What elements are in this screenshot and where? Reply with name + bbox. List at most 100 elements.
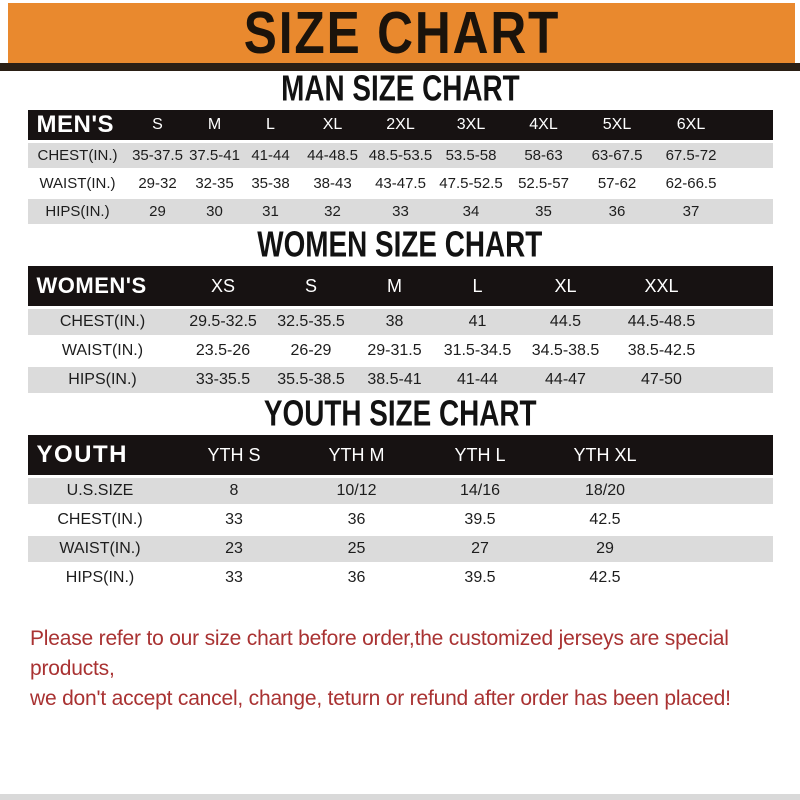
filler-cell — [728, 171, 773, 196]
value-cell: 58-63 — [506, 143, 581, 168]
size-column-header: M — [187, 110, 242, 140]
disclaimer: Please refer to our size chart before or… — [30, 624, 772, 714]
value-cell: 52.5-57 — [506, 171, 581, 196]
size-column-header: 3XL — [435, 110, 507, 140]
disclaimer-line-1: Please refer to our size chart before or… — [30, 627, 729, 680]
value-cell: 35-37.5 — [127, 143, 188, 168]
value-cell: 67.5-72 — [653, 143, 729, 168]
filler-cell — [667, 435, 773, 475]
size-column-header: 4XL — [506, 110, 581, 140]
filler-cell — [711, 266, 773, 306]
value-cell: 35.5-38.5 — [268, 367, 354, 393]
measurement-row: CHEST(IN.) 33 36 39.5 42.5 — [27, 507, 773, 533]
filler-cell — [711, 338, 773, 364]
value-cell: 63-67.5 — [580, 143, 654, 168]
value-cell: 33 — [172, 507, 296, 533]
value-cell: 29-31.5 — [353, 338, 436, 364]
table-group-label: MEN'S — [27, 110, 128, 140]
banner: SIZE CHART — [8, 0, 795, 66]
value-cell: 32.5-35.5 — [268, 309, 354, 335]
value-cell: 29 — [127, 199, 188, 224]
size-header-row: MEN'S S M L XL 2XL 3XL 4XL 5XL 6XL — [27, 110, 773, 140]
row-label: HIPS(IN.) — [27, 367, 178, 393]
value-cell: 48.5-53.5 — [365, 143, 436, 168]
value-cell: 37 — [653, 199, 729, 224]
youth-size-table: YOUTH YTH S YTH M YTH L YTH XL U.S.SIZE 8 10/12… — [27, 432, 773, 594]
value-cell: 44-47 — [519, 367, 612, 393]
filler-cell — [667, 478, 773, 504]
value-cell: 31 — [241, 199, 300, 224]
value-cell: 36 — [295, 507, 418, 533]
value-cell: 42.5 — [542, 507, 668, 533]
bottom-edge-strip — [0, 794, 800, 800]
section-women: WOMEN SIZE CHART WOMEN'S XS S M L XL XXL CHEST(… — [0, 226, 800, 396]
value-cell: 37.5-41 — [187, 143, 242, 168]
value-cell: 44-48.5 — [299, 143, 366, 168]
value-cell: 47.5-52.5 — [435, 171, 507, 196]
size-column-header: S — [127, 110, 188, 140]
value-cell: 32-35 — [187, 171, 242, 196]
page-title: SIZE CHART — [243, 0, 560, 66]
row-label: WAIST(IN.) — [27, 338, 178, 364]
value-cell: 8 — [172, 478, 296, 504]
table-group-label: YOUTH — [27, 435, 173, 475]
value-cell: 25 — [295, 536, 418, 562]
filler-cell — [667, 507, 773, 533]
row-label: CHEST(IN.) — [27, 309, 178, 335]
value-cell: 29 — [542, 536, 668, 562]
value-cell: 62-66.5 — [653, 171, 729, 196]
size-column-header: YTH S — [172, 435, 296, 475]
value-cell: 23.5-26 — [177, 338, 269, 364]
size-column-header: XL — [299, 110, 366, 140]
size-header-row: WOMEN'S XS S M L XL XXL — [27, 266, 773, 306]
size-column-header: YTH L — [417, 435, 543, 475]
value-cell: 43-47.5 — [365, 171, 436, 196]
row-label: CHEST(IN.) — [27, 143, 128, 168]
row-label: HIPS(IN.) — [27, 199, 128, 224]
size-column-header: XXL — [611, 266, 712, 306]
value-cell: 44.5 — [519, 309, 612, 335]
value-cell: 39.5 — [417, 507, 543, 533]
value-cell: 26-29 — [268, 338, 354, 364]
measurement-row: HIPS(IN.) 33 36 39.5 42.5 — [27, 565, 773, 591]
value-cell: 30 — [187, 199, 242, 224]
value-cell: 35 — [506, 199, 581, 224]
filler-cell — [711, 309, 773, 335]
size-column-header: L — [241, 110, 300, 140]
value-cell: 36 — [295, 565, 418, 591]
filler-cell — [728, 110, 773, 140]
row-label: WAIST(IN.) — [27, 536, 173, 562]
filler-cell — [667, 565, 773, 591]
value-cell: 38 — [353, 309, 436, 335]
value-cell: 29.5-32.5 — [177, 309, 269, 335]
filler-cell — [728, 143, 773, 168]
size-column-header: 6XL — [653, 110, 729, 140]
value-cell: 38-43 — [299, 171, 366, 196]
measurement-row: U.S.SIZE 8 10/12 14/16 18/20 — [27, 478, 773, 504]
value-cell: 39.5 — [417, 565, 543, 591]
value-cell: 23 — [172, 536, 296, 562]
value-cell: 41 — [435, 309, 520, 335]
size-column-header: YTH M — [295, 435, 418, 475]
value-cell: 34.5-38.5 — [519, 338, 612, 364]
size-header-row: YOUTH YTH S YTH M YTH L YTH XL — [27, 435, 773, 475]
row-label: HIPS(IN.) — [27, 565, 173, 591]
size-column-header: S — [268, 266, 354, 306]
size-column-header: 5XL — [580, 110, 654, 140]
measurement-row: CHEST(IN.) 29.5-32.5 32.5-35.5 38 41 44.5 44.5… — [27, 309, 773, 335]
value-cell: 41-44 — [241, 143, 300, 168]
section-youth: YOUTH SIZE CHART YOUTH YTH S YTH M YTH L YTH… — [0, 395, 800, 594]
women-size-table: WOMEN'S XS S M L XL XXL CHEST(IN.) 29.5-32.5 32.5… — [27, 263, 773, 396]
filler-cell — [728, 199, 773, 224]
measurement-row: WAIST(IN.) 29-32 32-35 35-38 38-43 43-47.5 47.… — [27, 171, 773, 196]
value-cell: 42.5 — [542, 565, 668, 591]
value-cell: 47-50 — [611, 367, 712, 393]
row-label: WAIST(IN.) — [27, 171, 128, 196]
section-man: MAN SIZE CHART MEN'S S M L XL 2XL 3XL 4XL 5XL 6XL… — [0, 70, 800, 227]
value-cell: 34 — [435, 199, 507, 224]
size-column-header: 2XL — [365, 110, 436, 140]
table-group-label: WOMEN'S — [27, 266, 178, 306]
size-column-header: YTH XL — [542, 435, 668, 475]
measurement-row: WAIST(IN.) 23.5-26 26-29 29-31.5 31.5-34.5 34… — [27, 338, 773, 364]
